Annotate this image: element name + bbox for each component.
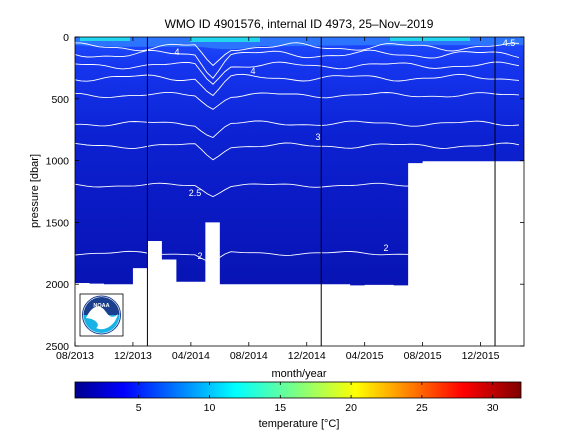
contour-labels: 2 2.5 3 3.5 2 4 4 4.5 xyxy=(174,38,515,261)
noaa-logo: NOAA xyxy=(79,293,124,337)
isotherm-contours xyxy=(75,42,520,263)
x-tick-label: 08/2014 xyxy=(230,350,268,362)
surface-cyan-band xyxy=(80,37,470,42)
x-tick-label: 04/2014 xyxy=(172,350,210,362)
x-tick-label: 12/2014 xyxy=(288,350,326,362)
chart-title: WMO ID 4901576, internal ID 4973, 25–Nov… xyxy=(165,17,434,31)
temperature-field xyxy=(75,37,524,286)
contour-label: 3.5 xyxy=(460,167,473,177)
year-boundaries xyxy=(146,37,496,346)
y-tick-label: 0 xyxy=(63,32,69,44)
colorbar-tick-label: 10 xyxy=(204,402,216,414)
colorbar-tick-label: 30 xyxy=(487,402,499,414)
colorbar-label: temperature [°C] xyxy=(259,418,340,430)
plot-area xyxy=(75,37,524,346)
x-axis: 08/2013 12/2013 04/2014 08/2014 12/2014 04/20… xyxy=(56,37,500,362)
y-tick-label: 2500 xyxy=(46,341,70,353)
y-tick-label: 2000 xyxy=(46,279,70,291)
colorbar-tick-label: 5 xyxy=(136,402,142,414)
y-axis: 0 500 1000 1500 2000 2500 xyxy=(46,32,524,353)
contour-label: 2 xyxy=(197,251,202,261)
x-tick-label: 08/2015 xyxy=(404,350,442,362)
colorbar xyxy=(74,381,522,399)
isotherm xyxy=(75,49,520,79)
isotherm xyxy=(75,120,520,139)
contour-label: 3 xyxy=(315,132,320,142)
contour-label: 4 xyxy=(250,66,255,76)
y-tick-label: 1000 xyxy=(46,156,70,168)
y-axis-label: pressure [dbar] xyxy=(29,154,41,228)
x-axis-label: month/year xyxy=(271,368,326,380)
x-tick-label: 08/2013 xyxy=(56,350,94,362)
isotherm xyxy=(75,250,520,263)
colorbar-tick-label: 15 xyxy=(274,402,286,414)
colorbar-ticks: 5 10 15 20 25 30 xyxy=(136,382,499,414)
colorbar-tick-label: 25 xyxy=(416,402,428,414)
isotherm xyxy=(75,42,520,67)
isotherm xyxy=(75,182,520,198)
contour-label: 4 xyxy=(174,47,179,57)
x-tick-label: 12/2013 xyxy=(114,350,152,362)
isotherm xyxy=(75,61,520,85)
colorbar-tick-label: 20 xyxy=(345,402,357,414)
contour-label: 2.5 xyxy=(189,188,202,198)
contour-label: 2 xyxy=(383,243,388,253)
y-tick-label: 1500 xyxy=(46,217,70,229)
isotherm xyxy=(75,91,520,110)
isotherm xyxy=(75,142,520,161)
x-tick-label: 04/2015 xyxy=(346,350,384,362)
svg-text:NOAA: NOAA xyxy=(93,303,109,309)
y-tick-label: 500 xyxy=(51,94,69,106)
x-tick-label: 12/2015 xyxy=(462,350,500,362)
contour-label: 4.5 xyxy=(503,38,516,48)
isotherm xyxy=(75,73,520,97)
plot-frame xyxy=(74,36,525,347)
